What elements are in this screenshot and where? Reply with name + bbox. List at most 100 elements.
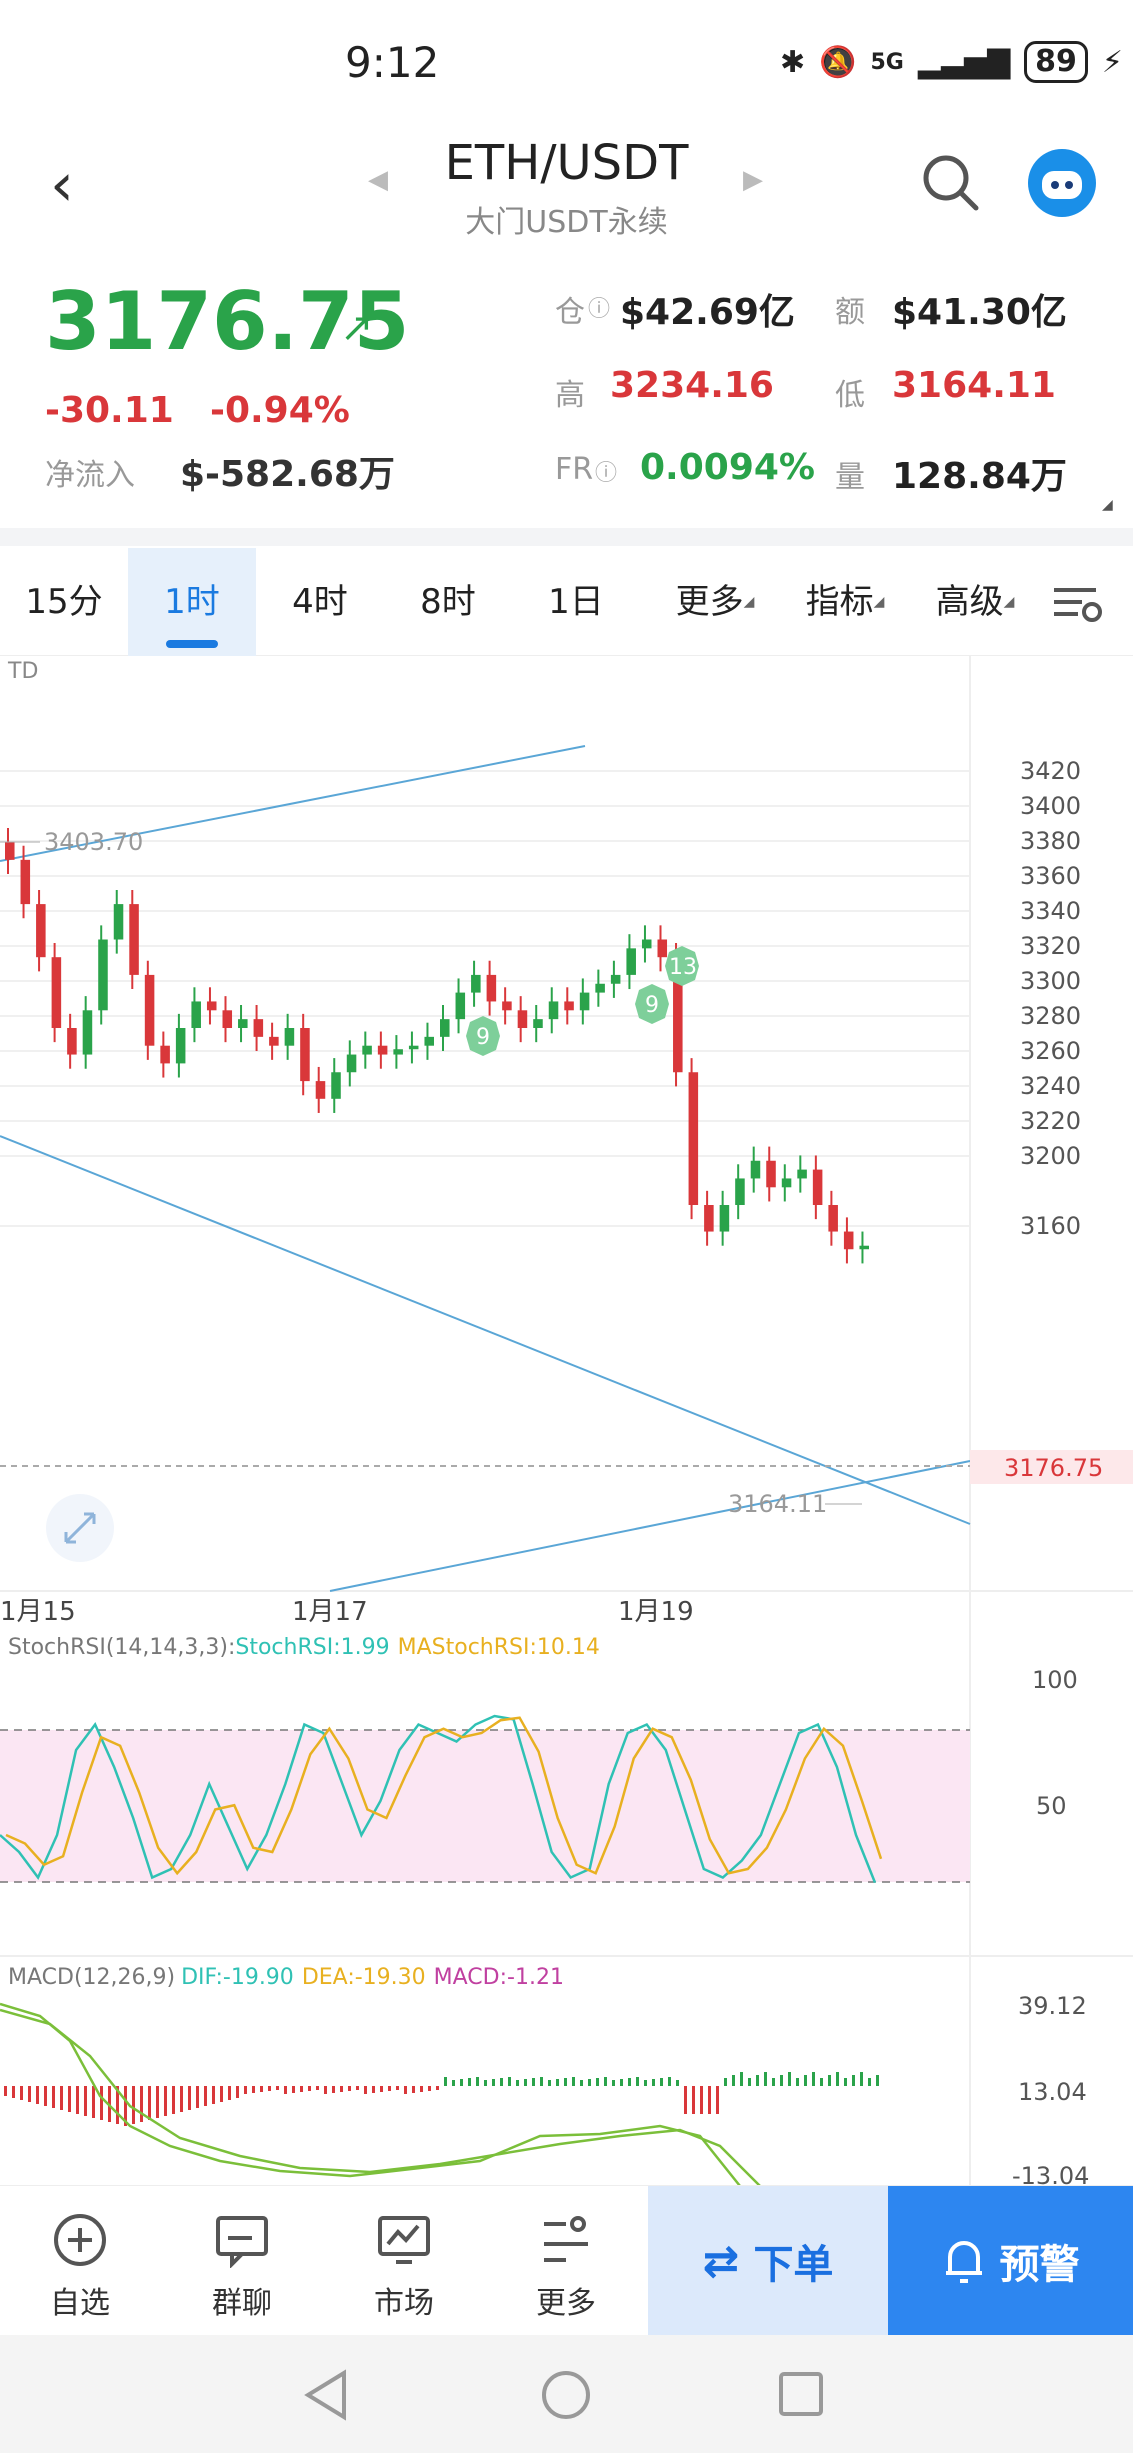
macd-bar <box>756 2075 759 2086</box>
macd-bar <box>356 2086 359 2090</box>
macd-bar <box>836 2072 839 2086</box>
chart-settings-icon[interactable] <box>1052 584 1104 624</box>
nav-more[interactable]: 更多 <box>486 2186 646 2336</box>
info-icon[interactable]: ⓘ <box>588 297 611 322</box>
fullscreen-icon[interactable] <box>46 1494 114 1562</box>
tab-8h[interactable]: 8时 <box>384 548 512 656</box>
trend-line[interactable] <box>0 1135 971 1525</box>
assistant-bot-icon[interactable] <box>1028 149 1096 217</box>
macd-bar <box>804 2075 807 2086</box>
tab-15m[interactable]: 15分 <box>0 548 128 656</box>
macd-bar <box>188 2086 191 2110</box>
macd-bar <box>500 2078 503 2086</box>
recents-nav-icon[interactable] <box>778 2371 824 2417</box>
network-label: 5G <box>870 49 904 75</box>
macd-bar <box>76 2086 79 2114</box>
macd-bar <box>196 2086 199 2108</box>
plus-circle-icon <box>54 2214 106 2266</box>
macd-bar <box>604 2077 607 2086</box>
high-marker: 3403.70 <box>44 828 143 856</box>
macd-bar <box>476 2077 479 2086</box>
macd-bar <box>764 2072 767 2086</box>
dropdown-corner-icon: ◢ <box>743 594 755 610</box>
macd-tick: 13.04 <box>1018 2078 1087 2106</box>
price-tick: 3360 <box>1020 862 1081 890</box>
expand-corner-icon[interactable]: ◢ <box>1102 497 1113 513</box>
candle-body <box>284 1028 295 1046</box>
symbol-title[interactable]: ETH/USDT <box>444 135 689 191</box>
next-symbol-icon[interactable]: ▶ <box>743 165 763 195</box>
more-icon <box>544 2216 588 2262</box>
macd-bar <box>820 2078 823 2086</box>
macd-bar <box>132 2086 135 2124</box>
td-marker: 9 <box>635 984 669 1024</box>
trend-line[interactable] <box>329 1460 971 1592</box>
candle-body <box>843 1231 854 1250</box>
macd-bar <box>228 2086 231 2100</box>
price-axis: 3420 3400 3380 3360 3340 3320 3300 3280 3260 3240… <box>1020 757 1081 1240</box>
macd-bar <box>84 2086 87 2116</box>
home-nav-icon[interactable] <box>540 2369 592 2421</box>
candle-body <box>144 974 155 1046</box>
prev-symbol-icon[interactable]: ◀ <box>368 165 388 195</box>
macd-bar <box>236 2086 239 2098</box>
macd-bar <box>452 2080 455 2086</box>
macd-bar <box>332 2086 335 2093</box>
macd-bar <box>668 2077 671 2086</box>
search-icon[interactable] <box>918 150 982 214</box>
place-order-button[interactable]: ⇄ 下单 <box>648 2186 888 2336</box>
candle-body <box>641 939 652 949</box>
macd-bar <box>92 2086 95 2118</box>
nav-group-chat[interactable]: 群聊 <box>162 2186 322 2336</box>
tab-1d[interactable]: 1日 <box>512 548 640 656</box>
macd-dif-line <box>0 2002 741 2187</box>
tab-label: 1时 <box>164 582 220 622</box>
candle-body <box>688 1072 699 1205</box>
tab-indicators[interactable]: 指标◢ <box>780 548 910 656</box>
macd-bar <box>548 2080 551 2086</box>
macd-bar <box>868 2078 871 2086</box>
stoch-tick: 50 <box>1036 1792 1067 1820</box>
candle-body <box>595 983 605 993</box>
candle-body <box>626 948 636 975</box>
trend-line[interactable] <box>0 745 586 862</box>
candle-body <box>548 1001 559 1020</box>
tab-4h[interactable]: 4时 <box>256 548 384 656</box>
nav-watchlist[interactable]: 自选 <box>0 2186 160 2336</box>
macd-bar <box>284 2086 287 2094</box>
price-tick: 3400 <box>1020 792 1081 820</box>
macd-bar <box>20 2086 23 2100</box>
macd-bar <box>164 2086 167 2116</box>
macd-bar <box>484 2080 487 2086</box>
macd-bar <box>748 2078 751 2086</box>
fr-info-icon[interactable]: ⓘ <box>595 461 618 486</box>
macd-bar <box>372 2086 375 2093</box>
active-tab-indicator <box>166 640 218 648</box>
candle-body <box>517 1010 528 1028</box>
back-nav-icon[interactable] <box>304 2369 350 2421</box>
nav-market[interactable]: 市场 <box>324 2186 484 2336</box>
tab-advanced[interactable]: 高级◢ <box>910 548 1040 656</box>
tab-1h[interactable]: 1时 <box>128 548 256 656</box>
bottom-nav: 自选 群聊 市场 更多 ⇄ 下单 预警 <box>0 2185 1133 2336</box>
chart-canvas[interactable]: TD 3176.75 34203400338033603340332033003… <box>0 656 1133 2190</box>
high-value: 3234.16 <box>610 365 774 406</box>
td-marker: 13 <box>665 946 699 986</box>
symbol-subtitle: 大门USDT永续 <box>465 205 668 240</box>
last-price: 3176.75 <box>45 275 410 368</box>
kline-chart[interactable]: TD 3176.75 3420 3400 3380 3360 3340 3320 3300 3… <box>0 656 1133 2190</box>
macd-bar <box>660 2078 663 2086</box>
macd-dea-line <box>0 2008 761 2187</box>
price-alert-button[interactable]: 预警 <box>888 2186 1133 2336</box>
price-tick: 3280 <box>1020 1002 1081 1030</box>
candle-body <box>253 1019 264 1037</box>
macd-bar <box>324 2086 327 2094</box>
candle-body <box>440 1019 450 1037</box>
macd-bar <box>652 2079 655 2086</box>
macd-bar <box>60 2086 63 2110</box>
section-divider <box>0 528 1133 546</box>
netflow-label: 净流入 <box>45 458 135 493</box>
dropdown-corner-icon: ◢ <box>873 594 885 610</box>
tab-more[interactable]: 更多◢ <box>650 548 780 656</box>
back-button[interactable]: ‹ <box>50 150 74 220</box>
